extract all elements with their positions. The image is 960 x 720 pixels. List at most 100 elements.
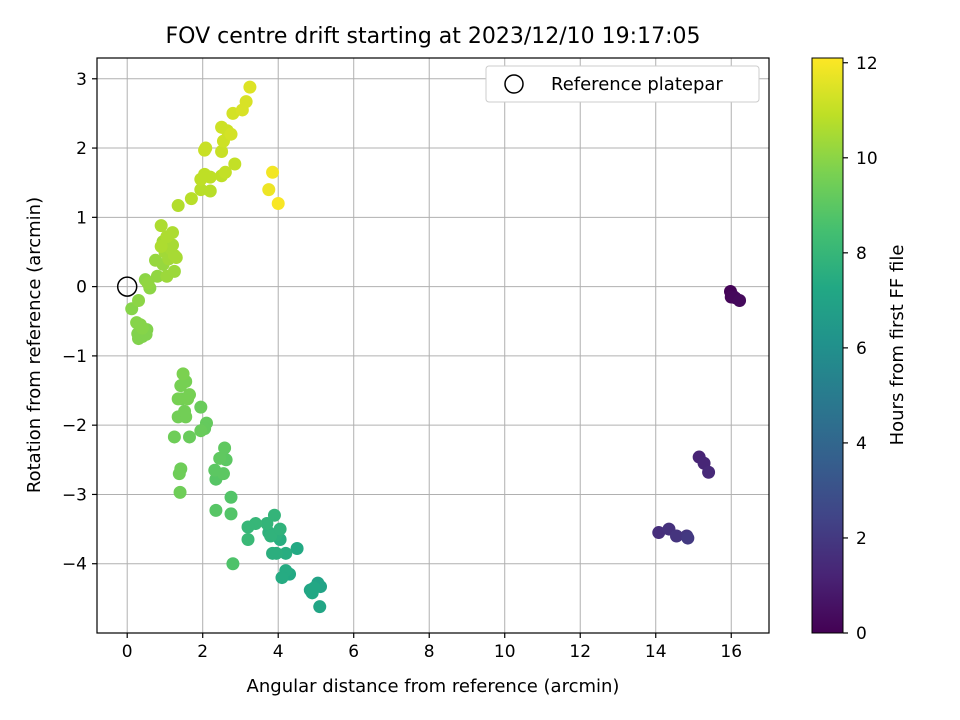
- data-point: [733, 293, 747, 307]
- data-point: [241, 520, 255, 534]
- data-point: [670, 529, 684, 543]
- y-tick-label: 1: [76, 208, 87, 228]
- colorbar: 0 2 4 6 8 10 12 Hours from first FF file: [811, 54, 908, 644]
- x-tick-label: 2: [197, 642, 208, 662]
- data-point: [203, 184, 217, 198]
- x-axis-label: Angular distance from reference (arcmin): [247, 676, 620, 697]
- y-tick-label: −1: [62, 347, 87, 367]
- data-point: [141, 276, 155, 290]
- data-point: [260, 517, 274, 531]
- y-axis-label: Rotation from reference (arcmin): [24, 197, 45, 493]
- data-point: [279, 546, 293, 560]
- data-point: [130, 316, 144, 330]
- grid-lines: [97, 58, 769, 633]
- data-point: [266, 165, 280, 179]
- data-point: [224, 507, 238, 521]
- data-points: [125, 80, 747, 614]
- data-point: [262, 183, 276, 197]
- reference-point-marker: [116, 276, 138, 297]
- data-point: [681, 531, 695, 545]
- data-point: [166, 226, 180, 240]
- data-point: [652, 526, 666, 540]
- x-tick-label: 6: [348, 642, 359, 662]
- data-point: [167, 264, 181, 278]
- data-point: [241, 532, 255, 546]
- data-point: [271, 196, 285, 210]
- x-axis-ticks: 0 2 4 6 8 10 12 14 16: [122, 633, 742, 662]
- data-point: [203, 170, 217, 184]
- legend-entry-reference: Reference platepar: [551, 74, 723, 95]
- data-point: [226, 557, 240, 571]
- colorbar-tick-label: 8: [856, 244, 867, 264]
- y-tick-label: −3: [62, 485, 87, 505]
- data-point: [267, 508, 281, 522]
- data-point: [154, 239, 168, 253]
- y-tick-label: −2: [62, 416, 87, 436]
- data-point: [290, 541, 304, 555]
- y-tick-label: 0: [76, 278, 87, 298]
- data-point: [218, 441, 232, 455]
- data-point: [224, 127, 238, 141]
- data-point: [264, 529, 278, 543]
- data-point: [218, 165, 232, 179]
- data-point: [184, 192, 198, 206]
- data-point: [176, 367, 190, 381]
- data-point: [273, 522, 287, 536]
- colorbar-tick-label: 10: [856, 149, 878, 169]
- colorbar-ticks: 0 2 4 6 8 10 12: [843, 54, 878, 644]
- chart-title: FOV centre drift starting at 2023/12/10 …: [166, 24, 701, 49]
- data-point: [239, 95, 253, 109]
- x-tick-label: 0: [122, 642, 133, 662]
- colorbar-gradient: [811, 57, 844, 634]
- data-point: [150, 269, 164, 283]
- reference-marker: [116, 276, 138, 297]
- data-point: [169, 251, 183, 265]
- data-point: [173, 485, 187, 499]
- x-tick-label: 10: [494, 642, 516, 662]
- colorbar-tick-label: 6: [856, 339, 867, 359]
- x-tick-label: 12: [569, 642, 591, 662]
- data-point: [171, 392, 185, 406]
- data-point: [228, 157, 242, 171]
- x-tick-label: 14: [645, 642, 667, 662]
- legend: Reference platepar: [485, 65, 760, 103]
- x-tick-label: 16: [720, 642, 742, 662]
- data-point: [199, 141, 213, 155]
- data-point: [216, 467, 230, 481]
- data-point: [266, 546, 280, 560]
- colorbar-tick-label: 2: [856, 529, 867, 549]
- data-point: [194, 424, 208, 438]
- data-point: [307, 581, 321, 595]
- y-tick-label: −4: [62, 555, 87, 575]
- data-point: [243, 80, 257, 94]
- data-point: [224, 490, 238, 504]
- legend-marker-icon: [504, 74, 524, 94]
- data-point: [702, 465, 716, 479]
- data-point: [209, 503, 223, 517]
- data-point: [178, 404, 192, 418]
- data-point: [213, 451, 227, 465]
- colorbar-tick-label: 0: [856, 624, 867, 644]
- x-tick-label: 4: [273, 642, 284, 662]
- data-point: [167, 430, 181, 444]
- data-point: [194, 400, 208, 414]
- data-point: [313, 600, 327, 614]
- colorbar-tick-label: 4: [856, 434, 867, 454]
- data-point: [132, 293, 146, 307]
- plot-frame: [96, 57, 770, 634]
- y-tick-label: 2: [76, 139, 87, 159]
- colorbar-label: Hours from first FF file: [887, 245, 908, 446]
- data-point: [182, 430, 196, 444]
- legend-box: [485, 65, 760, 103]
- colorbar-tick-label: 12: [856, 54, 878, 74]
- data-point: [215, 145, 229, 159]
- y-tick-label: 3: [76, 70, 87, 90]
- y-axis-ticks: −4 −3 −2 −1 0 1 2 3: [62, 70, 97, 575]
- data-point: [174, 462, 188, 476]
- data-point: [275, 571, 289, 585]
- data-point: [171, 199, 185, 213]
- x-tick-label: 8: [424, 642, 435, 662]
- data-point: [182, 388, 196, 402]
- data-point: [154, 219, 168, 233]
